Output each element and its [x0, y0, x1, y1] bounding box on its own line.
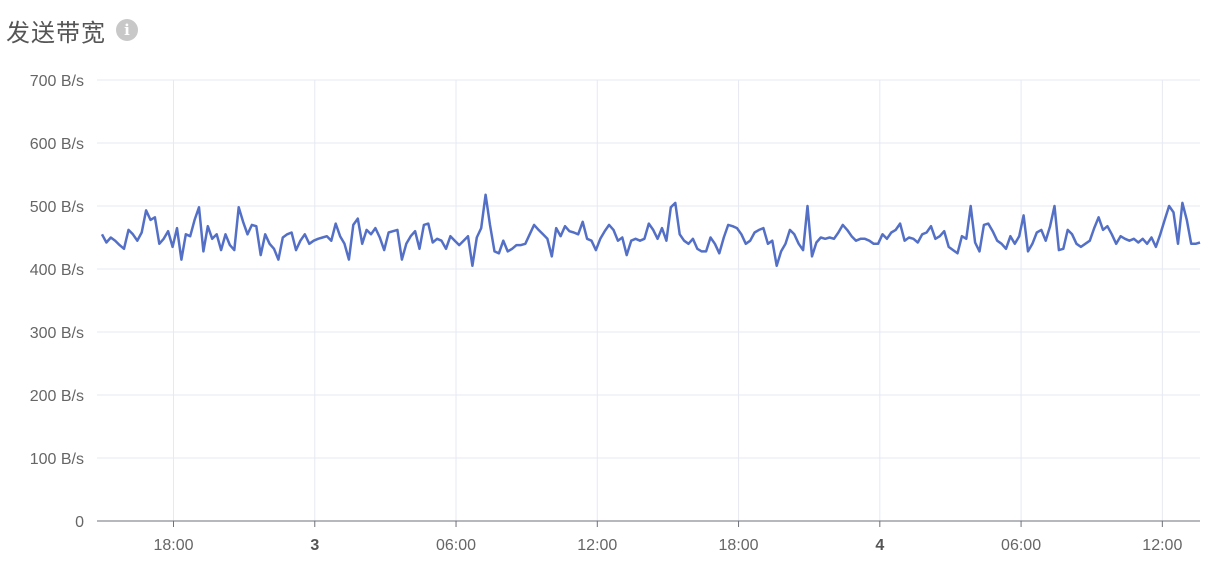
y-tick-label: 400 B/s	[30, 262, 84, 279]
x-tick-label: 18:00	[719, 537, 759, 554]
y-tick-label: 300 B/s	[30, 325, 84, 342]
y-grid-lines	[97, 79, 1200, 459]
y-tick-label: 200 B/s	[30, 388, 84, 405]
y-tick-label: 700 B/s	[30, 73, 84, 90]
x-tick-label: 06:00	[1001, 537, 1041, 554]
x-grid-lines	[173, 80, 1163, 521]
y-tick-label: 100 B/s	[30, 451, 84, 468]
x-tick-label: 4	[875, 537, 884, 554]
x-tick-label: 3	[310, 537, 319, 554]
info-icon[interactable]: i	[116, 19, 138, 41]
series-line	[100, 193, 1201, 268]
plot-area	[100, 193, 1201, 268]
y-axis-labels: 0 100 B/s 200 B/s 300 B/s 400 B/s 500 B/s 600 …	[30, 73, 84, 531]
x-tick-label: 12:00	[577, 537, 617, 554]
y-tick-label: 600 B/s	[30, 136, 84, 153]
x-axis-labels: 18:00 3 06:00 12:00 18:00 4 06:00 12:00	[153, 537, 1182, 554]
y-tick-label: 0	[75, 514, 84, 531]
x-axis	[97, 520, 1200, 527]
x-tick-label: 12:00	[1142, 537, 1182, 554]
x-tick-label: 18:00	[153, 537, 193, 554]
chart-title: 发送带宽	[6, 18, 106, 47]
x-tick-label: 06:00	[436, 537, 476, 554]
y-tick-label: 500 B/s	[30, 199, 84, 216]
chart-header: 发送带宽 i	[6, 12, 138, 48]
